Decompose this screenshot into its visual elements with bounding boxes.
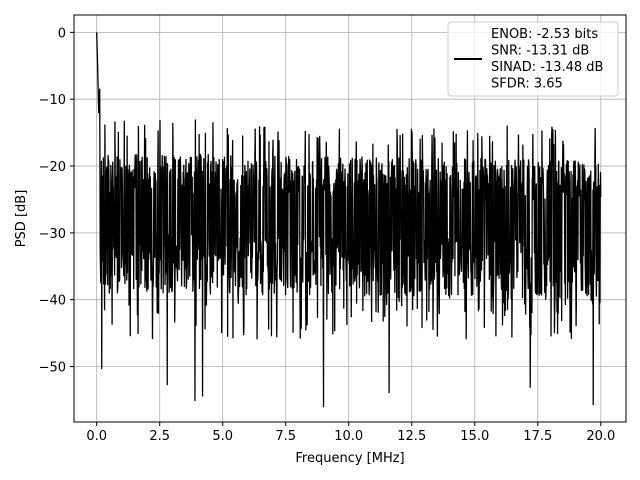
legend-box: [447, 21, 619, 97]
plot-frame: [73, 14, 627, 423]
y-axis-label: PSD [dB]: [14, 190, 29, 248]
x-axis-label: Frequency [MHz]: [295, 451, 404, 466]
x-tick-label: 5.0: [212, 429, 233, 444]
y-tick-label: 0: [58, 26, 66, 41]
x-tick-label: 12.5: [397, 429, 426, 444]
x-axis-ticks: 0.0 2.5 5.0 7.5 10.0 12.5 15.0 17.5 20.0: [86, 422, 615, 444]
x-tick-label: 17.5: [523, 429, 552, 444]
x-tick-label: 2.5: [149, 429, 170, 444]
legend-entry: SINAD: -13.48 dB: [491, 60, 603, 75]
y-axis-ticks: 0 −10 −20 −30 −40 −50: [39, 26, 74, 376]
series-line: [96, 32, 602, 408]
legend-entry: ENOB: -2.53 bits: [491, 27, 598, 42]
y-tick-label: −10: [39, 93, 66, 108]
y-tick-label: −50: [39, 361, 66, 376]
x-tick-label: 0.0: [86, 429, 107, 444]
x-tick-label: 20.0: [586, 429, 615, 444]
legend-entry: SFDR: 3.65: [491, 77, 563, 92]
y-tick-label: −40: [39, 294, 66, 309]
legend-entry: SNR: -13.31 dB: [491, 44, 589, 59]
series-layer: [96, 32, 602, 408]
y-tick-label: −20: [39, 160, 66, 175]
x-tick-label: 10.0: [334, 429, 363, 444]
y-tick-label: −30: [39, 227, 66, 242]
x-tick-label: 15.0: [460, 429, 489, 444]
x-tick-label: 7.5: [275, 429, 296, 444]
